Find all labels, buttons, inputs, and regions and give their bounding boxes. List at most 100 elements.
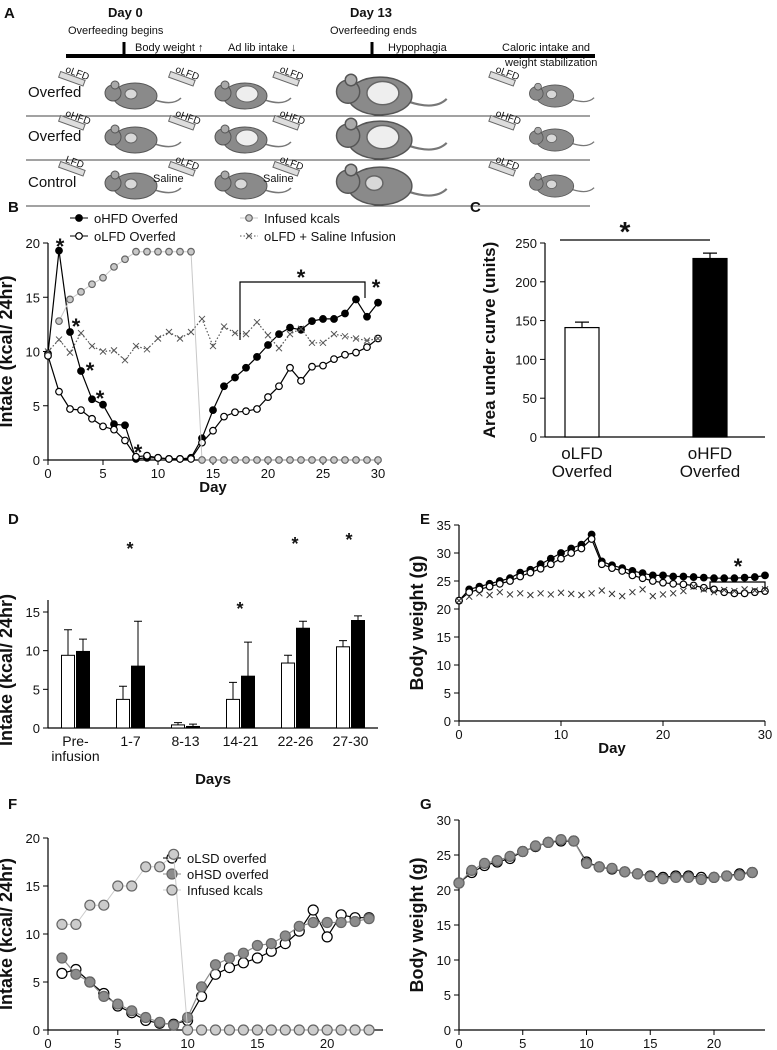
- x-marker: [374, 335, 382, 342]
- data-point: [44, 351, 52, 360]
- data-point: [181, 1024, 194, 1036]
- y-tick-label: 5: [33, 399, 40, 414]
- data-point: [721, 870, 733, 882]
- x-tick-label: Pre-infusion: [51, 734, 100, 764]
- x-marker: [567, 590, 575, 598]
- legend-label: oLFD + Saline Infusion: [264, 229, 396, 244]
- timeline-label: Caloric intake and: [502, 42, 590, 54]
- data-point: [264, 331, 272, 339]
- x-tick-label: 1-7: [120, 734, 141, 749]
- mouse-ear: [534, 126, 542, 135]
- data-point: [363, 1024, 375, 1036]
- data-point: [44, 348, 52, 355]
- x-marker: [352, 335, 360, 342]
- syringe: [57, 114, 86, 131]
- data-point: [536, 564, 545, 573]
- legend-label: Infused kcals: [264, 211, 340, 226]
- error-bar: [284, 654, 292, 664]
- error-bar: [189, 723, 197, 727]
- data-point: [70, 968, 82, 980]
- data-point: [293, 1024, 305, 1036]
- x-marker: [710, 588, 718, 596]
- x-tick-label: 0: [455, 1036, 462, 1050]
- data-point: [55, 387, 63, 396]
- data-point: [297, 376, 305, 385]
- x-marker: [680, 587, 687, 595]
- data-point: [542, 836, 554, 849]
- data-point: [176, 335, 184, 342]
- data-point: [730, 589, 739, 598]
- x-marker: [486, 591, 493, 599]
- data-point: [88, 342, 96, 350]
- data-point: [264, 341, 272, 349]
- x-marker: [44, 348, 52, 355]
- x-marker: [720, 586, 728, 594]
- bar: [131, 665, 145, 729]
- data-point: [657, 873, 669, 885]
- syringe: [488, 114, 516, 131]
- data-point: [209, 406, 217, 414]
- mouse-tail: [154, 97, 182, 104]
- panel-letter: A: [4, 5, 15, 22]
- data-point: [209, 342, 217, 350]
- data-point: [121, 255, 129, 264]
- x-tick-label: 10: [579, 1036, 593, 1050]
- bar: [692, 257, 728, 438]
- y-axis-label: Area under curve (units): [480, 242, 499, 439]
- y-tick-label: 10: [437, 953, 451, 968]
- data-point: [308, 456, 316, 464]
- mouse-icon: [529, 82, 595, 108]
- mouse-icon: [104, 80, 182, 110]
- x-tick-label: 0: [455, 727, 462, 742]
- data-point: [242, 363, 250, 372]
- data-point: [66, 405, 74, 413]
- mouse-ear: [344, 117, 358, 131]
- mouse-icon: [104, 124, 182, 154]
- mouse-ear: [344, 163, 358, 177]
- x-marker: [669, 589, 677, 597]
- data-point: [341, 456, 349, 464]
- data-point: [126, 880, 138, 892]
- mouse-stomach: [235, 129, 259, 147]
- data-point: [143, 247, 151, 256]
- data-point: [84, 899, 96, 911]
- data-point: [176, 455, 184, 463]
- significance-star: *: [734, 554, 743, 579]
- data-point: [66, 295, 74, 304]
- x-marker: [198, 315, 206, 323]
- data-point: [55, 336, 63, 343]
- data-point: [504, 850, 516, 863]
- data-point: [154, 335, 162, 342]
- data-point: [319, 456, 327, 464]
- data-point: [679, 572, 688, 581]
- legend-label: oLFD Overfed: [94, 229, 176, 244]
- mouse-stomach: [124, 132, 138, 144]
- x-tick-label: 20: [707, 1036, 721, 1050]
- significance-star: *: [86, 358, 95, 383]
- data-point: [110, 347, 118, 354]
- data-point: [669, 589, 677, 597]
- y-tick-label: 0: [444, 1023, 451, 1038]
- mouse-ear: [534, 82, 542, 91]
- data-point: [121, 421, 129, 430]
- data-point: [165, 247, 173, 256]
- data-point: [491, 854, 503, 867]
- data-point: [682, 871, 695, 884]
- mouse-tail: [264, 97, 292, 104]
- data-point: [363, 312, 371, 321]
- syringe: [167, 114, 196, 131]
- data-point: [699, 573, 708, 582]
- y-axis-label: Intake (kcal/ 24hr): [0, 594, 16, 746]
- data-point: [265, 937, 277, 950]
- y-tick-label: 0: [530, 430, 537, 445]
- data-point: [297, 456, 305, 464]
- x-tick-label: 27-30: [332, 734, 369, 749]
- x-tick-label-box: Pre-infusion: [51, 734, 100, 764]
- error-bar: [174, 722, 182, 725]
- data-point: [485, 582, 494, 591]
- x-marker: [465, 593, 473, 601]
- data-point: [648, 577, 657, 585]
- mouse-ear: [110, 170, 120, 180]
- x-marker: [341, 332, 349, 340]
- error-bar: [244, 641, 252, 677]
